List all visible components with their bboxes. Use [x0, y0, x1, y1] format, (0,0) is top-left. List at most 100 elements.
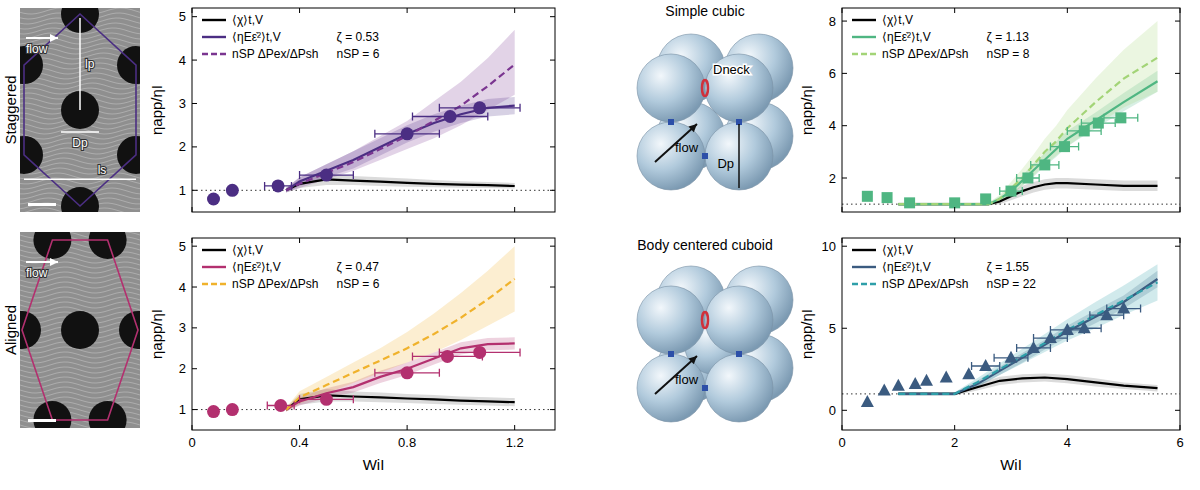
y-tick — [842, 410, 1180, 411]
row-title: Aligned — [2, 305, 19, 355]
data-point — [1006, 186, 1017, 197]
x-tick-label: 2 — [951, 435, 958, 450]
y-tick-label: 5 — [179, 239, 186, 254]
legend-swatch — [852, 266, 876, 268]
legend-label: ⟨χ⟩t,V — [882, 243, 913, 257]
sphere — [637, 354, 705, 422]
plot-frame — [192, 8, 555, 212]
x-tick — [954, 8, 955, 212]
arrow-head — [688, 124, 697, 132]
data-point — [1078, 321, 1091, 333]
data-point — [979, 359, 992, 371]
data-point — [1115, 112, 1126, 123]
streamline — [20, 178, 140, 184]
x-tick — [407, 238, 408, 430]
reference-line — [842, 204, 1180, 205]
y-tick-label: 5 — [829, 321, 836, 336]
confidence-band — [286, 30, 515, 193]
figure: flowlpDplsStaggeredflowAlignedSimple cub… — [0, 0, 1200, 490]
dimension-line — [738, 124, 740, 188]
neck — [668, 351, 674, 357]
annotation: nSP = 22 — [987, 277, 1037, 291]
annotation: nSP = 6 — [337, 47, 380, 61]
reference-line — [192, 190, 555, 191]
y-tick — [192, 409, 555, 410]
data-point — [226, 184, 239, 197]
data-point — [1039, 159, 1050, 170]
micrograph-label: lp — [85, 57, 95, 71]
y-tick-label: 3 — [179, 96, 186, 111]
legend-label: ⟨χ⟩t,V — [232, 13, 263, 27]
data-point — [444, 110, 457, 123]
x-tick-label: 6 — [1176, 435, 1183, 450]
neck — [702, 153, 708, 159]
data-point — [272, 179, 285, 192]
plot-marks — [192, 246, 555, 418]
pillar — [89, 232, 127, 259]
x-tick — [1180, 8, 1181, 212]
legend-swatch — [202, 19, 226, 21]
x-tick — [1067, 8, 1068, 212]
legend-label: ⟨χ⟩t,V — [882, 13, 913, 27]
y-tick-label: 8 — [829, 14, 836, 29]
sphere — [637, 54, 705, 122]
arrow-head — [688, 356, 697, 364]
series-line — [286, 179, 515, 190]
legend-label: ⟨ηEε̇²⟩t,V — [882, 260, 931, 274]
y-tick — [192, 368, 555, 369]
pillar — [20, 311, 41, 349]
legend-swatch — [852, 53, 876, 55]
micrograph-label: Dp — [72, 136, 88, 150]
data-point — [892, 379, 905, 391]
data-point — [207, 405, 220, 418]
data-point — [962, 367, 975, 379]
data-point — [441, 350, 454, 363]
data-point — [320, 393, 333, 406]
legend: ⟨χ⟩t,V⟨ηEε̇²⟩t,VnSP ΔPex/ΔPsh — [852, 13, 969, 61]
legend: ⟨χ⟩t,V ⟨ηEε̇²⟩t,V nSP ΔPex/ΔPsh — [202, 13, 319, 61]
scale-bar — [28, 419, 56, 422]
packing-title: Simple cubic — [665, 3, 744, 19]
packing-label: flow — [675, 372, 699, 387]
annotation: nSP = 6 — [337, 277, 380, 291]
neck — [702, 385, 708, 391]
legend-label: nSP ΔPex/ΔPsh — [232, 47, 319, 61]
data-point — [226, 403, 239, 416]
neck — [668, 119, 674, 125]
legend-swatch — [852, 249, 876, 251]
x-tick — [842, 8, 843, 212]
sphere — [705, 354, 773, 422]
data-point — [878, 384, 891, 396]
y-tick-label: 2 — [179, 361, 186, 376]
y-tick — [192, 327, 555, 328]
x-tick-label: 0.4 — [291, 435, 309, 450]
legend-label: nSP ΔPex/ΔPsh — [882, 47, 969, 61]
arrow-head — [50, 258, 58, 266]
pillar — [119, 311, 140, 349]
series-line — [286, 343, 515, 409]
pillar — [61, 311, 99, 349]
data-point — [904, 197, 915, 208]
x-tick — [299, 8, 300, 212]
x-tick — [514, 238, 515, 430]
y-tick — [842, 328, 1180, 329]
micrograph-bg — [20, 8, 140, 212]
streamline — [20, 173, 140, 179]
plot-marks — [842, 21, 1180, 208]
data-point — [940, 370, 953, 382]
x-tick — [299, 238, 300, 430]
confidence-band — [286, 246, 515, 411]
unit-cell — [22, 240, 138, 420]
y-tick — [842, 178, 1180, 179]
series-line — [286, 106, 515, 191]
data-point — [1100, 308, 1113, 320]
sphere — [705, 286, 773, 354]
legend-label: nSP ΔPex/ΔPsh — [232, 277, 319, 291]
y-tick — [192, 146, 555, 147]
annotation: ζ = 0.47 — [337, 260, 380, 274]
data-point — [1061, 323, 1074, 335]
data-point — [274, 399, 287, 412]
data-point — [1027, 341, 1040, 353]
plot-frame — [842, 8, 1180, 212]
legend-label: ⟨ηEε̇²⟩t,V — [232, 30, 281, 44]
